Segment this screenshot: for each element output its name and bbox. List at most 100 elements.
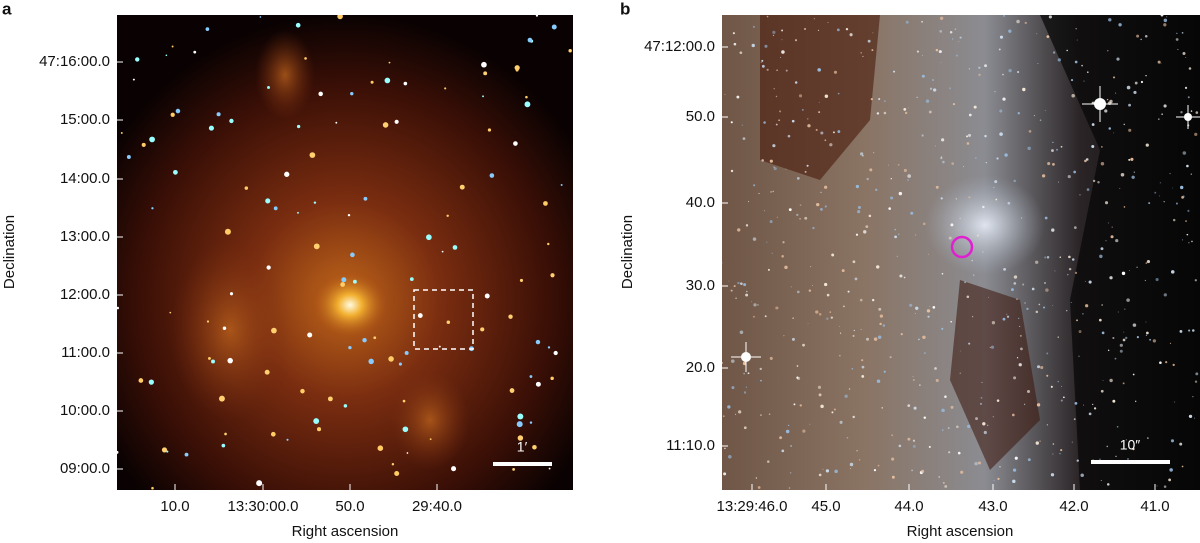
star	[1052, 443, 1055, 445]
star	[980, 396, 983, 399]
star	[947, 427, 950, 430]
star	[1054, 270, 1056, 272]
star	[820, 208, 823, 211]
star	[373, 336, 377, 340]
star	[170, 112, 175, 117]
star	[793, 403, 796, 406]
star	[1132, 373, 1135, 376]
star	[515, 68, 519, 72]
star	[208, 125, 214, 131]
star	[1159, 182, 1161, 184]
star	[738, 410, 742, 414]
star	[1127, 458, 1129, 460]
star	[817, 29, 820, 32]
star	[950, 223, 954, 227]
star	[1071, 441, 1073, 443]
star	[271, 327, 277, 334]
star	[1176, 32, 1178, 34]
star	[1163, 293, 1167, 297]
star	[984, 134, 987, 138]
star	[838, 325, 841, 327]
star	[370, 80, 374, 84]
star	[783, 335, 785, 337]
star	[135, 57, 140, 62]
star	[1158, 118, 1160, 120]
star	[951, 38, 954, 40]
star	[950, 320, 952, 323]
star	[1128, 103, 1131, 107]
star	[920, 469, 925, 474]
star	[846, 436, 849, 439]
star	[1047, 162, 1051, 166]
star	[973, 105, 977, 109]
star	[791, 337, 795, 341]
star	[391, 463, 395, 466]
star	[728, 454, 732, 459]
star	[1057, 336, 1059, 338]
star	[818, 393, 822, 397]
star	[256, 480, 263, 487]
star	[335, 121, 338, 124]
star	[417, 313, 423, 318]
star	[739, 330, 744, 335]
scale-label: 1′	[517, 439, 528, 455]
star	[921, 20, 924, 23]
star	[724, 447, 726, 450]
star	[999, 35, 1004, 39]
star	[899, 274, 903, 278]
y-tick-label: 40.0	[686, 194, 715, 211]
star	[138, 378, 144, 383]
star	[785, 69, 788, 72]
star	[547, 346, 551, 349]
star	[890, 178, 892, 180]
star	[1160, 62, 1162, 64]
x-tick-label: 10.0	[160, 498, 189, 515]
star	[1031, 287, 1035, 291]
star	[830, 316, 834, 319]
star	[1120, 172, 1125, 177]
star	[877, 464, 880, 467]
star	[444, 87, 447, 90]
star	[904, 111, 908, 115]
star	[807, 118, 809, 120]
star	[968, 133, 972, 137]
star	[403, 81, 408, 86]
star	[865, 225, 869, 228]
star	[1134, 81, 1138, 85]
star	[1050, 473, 1055, 477]
star	[991, 321, 996, 325]
y-tick-label: 47:12:00.0	[644, 38, 715, 55]
star	[1165, 361, 1168, 364]
star	[1043, 306, 1045, 309]
star	[1037, 365, 1041, 369]
star	[352, 279, 357, 284]
star	[267, 86, 270, 89]
star	[839, 354, 841, 357]
star	[481, 61, 487, 68]
star	[1159, 195, 1161, 197]
star	[1172, 363, 1175, 367]
star	[318, 91, 323, 97]
star	[1163, 485, 1167, 488]
star	[898, 233, 900, 235]
star	[763, 210, 765, 212]
star	[861, 374, 865, 378]
star	[773, 88, 775, 90]
star	[903, 276, 906, 279]
star	[265, 198, 271, 204]
star	[788, 487, 791, 489]
star	[959, 372, 961, 374]
star	[739, 51, 743, 55]
star	[206, 320, 210, 323]
star	[229, 292, 234, 296]
star	[1040, 365, 1044, 370]
star	[759, 367, 762, 371]
star	[807, 124, 811, 128]
star	[1033, 115, 1036, 117]
star	[394, 119, 399, 124]
star	[1035, 260, 1039, 264]
star	[815, 128, 818, 131]
star	[824, 205, 827, 208]
panel-label: a	[2, 0, 12, 18]
star	[1116, 425, 1119, 428]
